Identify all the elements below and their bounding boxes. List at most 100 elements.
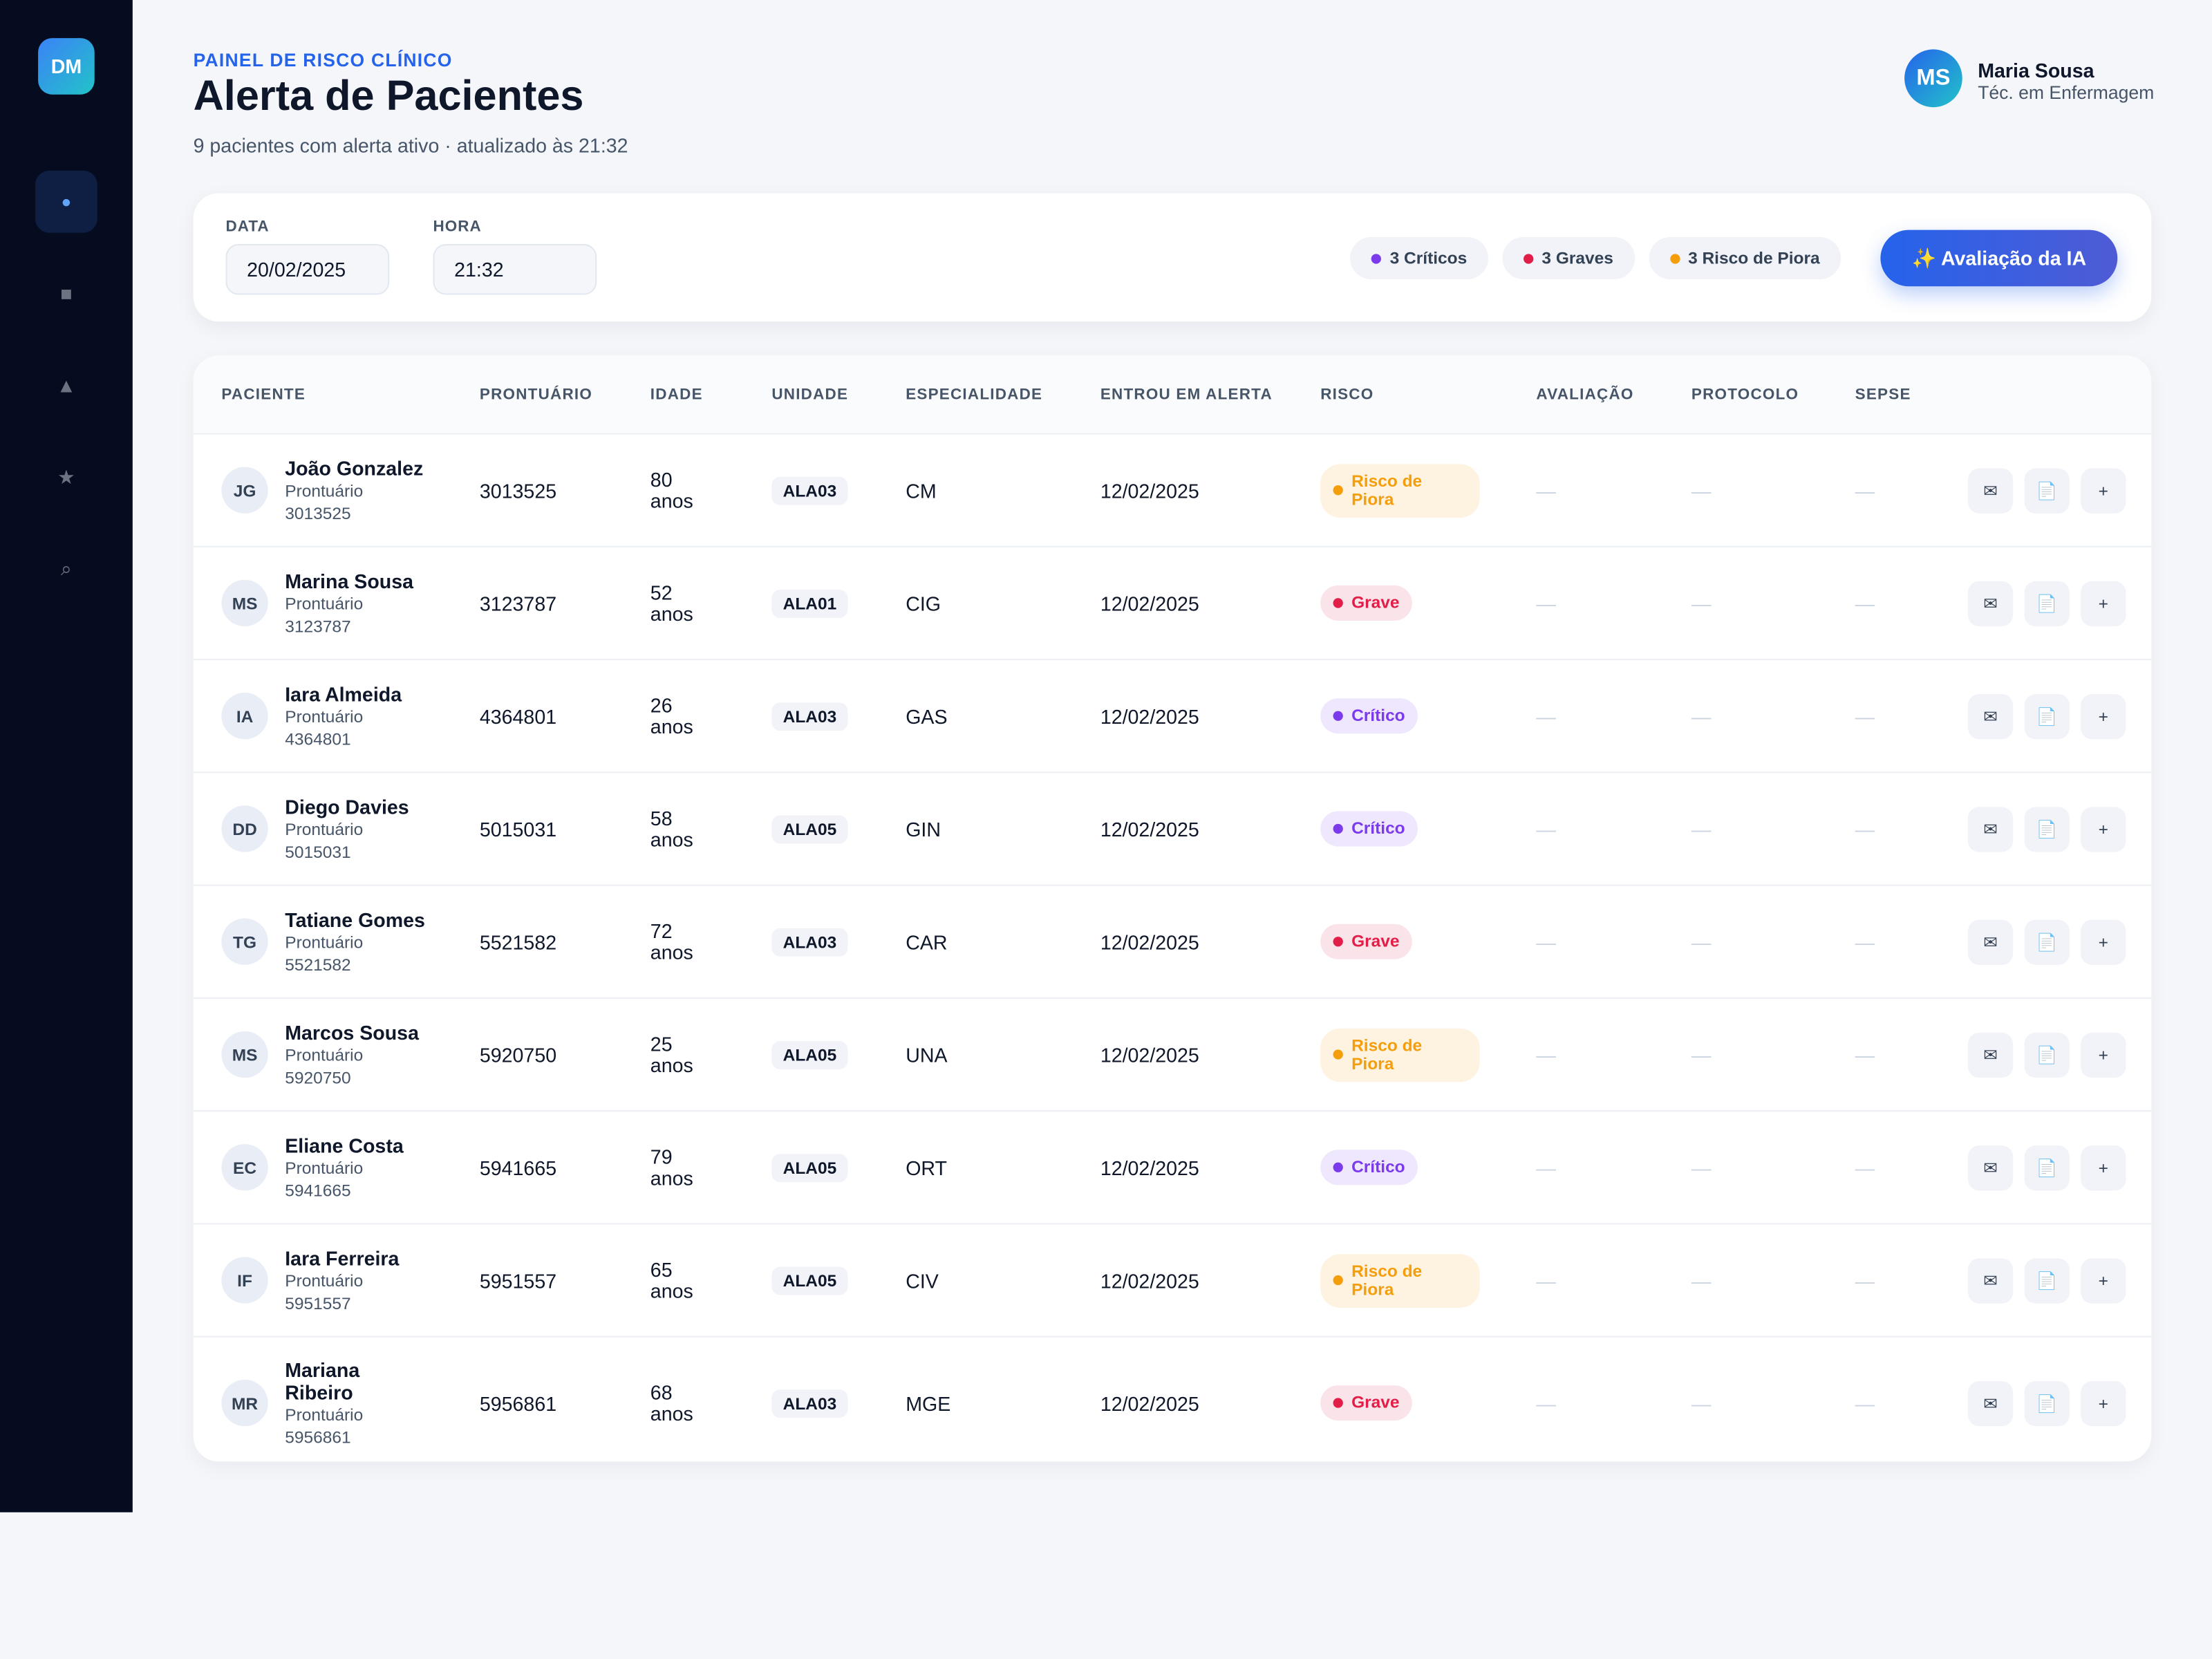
risk-badge: Crítico (1320, 698, 1418, 734)
action-button[interactable]: + (2081, 1031, 2126, 1078)
sepsis: — (1855, 1156, 1875, 1179)
chip-dot (1669, 253, 1680, 263)
action-button[interactable]: ✉ (1967, 693, 2014, 739)
risk-badge: Crítico (1320, 811, 1418, 847)
nav-item[interactable]: ● (35, 170, 97, 233)
chip-dot (1523, 253, 1534, 263)
patient-row[interactable]: EC Eliane Costa Prontuário 5941665 5941665 79… (193, 1112, 2152, 1225)
patient-row[interactable]: MS Marcos Sousa Prontuário 5920750 5920750 25… (193, 999, 2152, 1112)
nav-item[interactable]: ⌕ (60, 556, 72, 579)
action-button[interactable]: ✉ (1967, 580, 2014, 626)
action-button[interactable]: 📄 (2024, 806, 2070, 852)
unit-cell: ALA03 (771, 702, 906, 731)
risk-badge: Risco de Piora (1320, 463, 1480, 517)
patient-row[interactable]: IF Iara Ferreira Prontuário 5951557 5951557 6… (193, 1224, 2152, 1338)
patient-row[interactable]: IA Iara Almeida Prontuário 4364801 4364801 26… (193, 660, 2152, 774)
action-button[interactable]: ✉ (1967, 1031, 2014, 1078)
action-button[interactable]: ✉ (1967, 467, 2014, 513)
patient-initials: EC (221, 1144, 268, 1191)
patient-initials: DD (221, 805, 268, 852)
nav-item[interactable]: ■ (60, 282, 73, 305)
column-header: ENTROU EM ALERTA (1100, 386, 1273, 403)
logo: DM (38, 38, 95, 95)
action-button[interactable]: ✉ (1967, 919, 2014, 964)
filter: HORA 21:32 (433, 218, 597, 295)
action-button[interactable]: ✉ (1967, 806, 2014, 852)
specialty: CIV (906, 1268, 939, 1292)
risk-text: Grave (1351, 930, 1400, 951)
patient-initials: JG (221, 467, 268, 514)
action-button[interactable]: + (2081, 1145, 2126, 1190)
alert-date: 12/02/2025 (1100, 592, 1199, 615)
action-button[interactable]: ✉ (1967, 1257, 2014, 1303)
protocol: — (1691, 817, 1712, 841)
action-button[interactable]: 📄 (2024, 919, 2070, 964)
action-button[interactable]: + (2081, 1380, 2126, 1426)
age: 58 anos (650, 806, 693, 850)
status-chip[interactable]: 3 Graves (1502, 236, 1635, 280)
column-header: ESPECIALIDADE (906, 386, 1043, 403)
unit-cell: ALA05 (771, 1266, 906, 1295)
action-button[interactable]: + (2081, 1257, 2126, 1303)
unit-cell: ALA03 (771, 476, 906, 505)
risk-text: Crítico (1351, 1156, 1405, 1177)
patient-cell: TG Tatiane Gomes Prontuário 5521582 (221, 908, 479, 975)
sepsis: — (1855, 1268, 1875, 1292)
action-button[interactable]: 📄 (2024, 467, 2070, 513)
patient-row[interactable]: MR Mariana Ribeiro Prontuário 5956861 595686… (194, 1338, 2152, 1462)
filter-bar: 3 Críticos 3 Graves 3 Risco de Piora ✨ Ava… (193, 193, 2152, 322)
patient-row[interactable]: MS Marina Sousa Prontuário 3123787 3123787 52… (193, 547, 2152, 661)
patient-row[interactable]: TG Tatiane Gomes Prontuário 5521582 5521582 7… (193, 886, 2152, 999)
unit-badge: ALA05 (771, 1153, 848, 1182)
age: 72 anos (650, 919, 693, 963)
action-button[interactable]: 📄 (2024, 1145, 2070, 1190)
alert-date: 12/02/2025 (1100, 704, 1199, 728)
action-button[interactable]: 📄 (2024, 693, 2070, 739)
action-button[interactable]: + (2081, 806, 2126, 852)
action-button[interactable]: 📄 (2024, 1257, 2070, 1303)
action-button[interactable]: + (2081, 919, 2126, 964)
patient-cell: EC Eliane Costa Prontuário 5941665 (221, 1134, 479, 1201)
action-button[interactable]: 📄 (2024, 580, 2070, 626)
unit-cell: ALA03 (771, 1389, 906, 1417)
user-avatar[interactable]: MS (1904, 49, 1962, 108)
action-button[interactable]: ✉ (1967, 1380, 2014, 1426)
protocol: — (1691, 1043, 1712, 1066)
specialty: GIN (906, 817, 941, 841)
risk-text: Grave (1351, 1392, 1400, 1412)
patient-initials: MR (221, 1379, 268, 1427)
alert-date: 12/02/2025 (1100, 817, 1199, 841)
filter-input[interactable]: 21:32 (433, 244, 597, 295)
action-button[interactable]: + (2081, 467, 2126, 513)
status-chip[interactable]: 3 Críticos (1350, 236, 1488, 280)
patient-info: Iara Almeida Prontuário 4364801 (285, 682, 426, 750)
patient-row[interactable]: JG João Gonzalez Prontuário 3013525 3013525 8… (193, 435, 2152, 547)
status-chip[interactable]: 3 Risco de Piora (1648, 236, 1841, 280)
sepsis: — (1855, 592, 1875, 615)
row-actions: ✉ 📄 + (1967, 580, 2126, 626)
record: 3123787 (479, 592, 557, 615)
action-button[interactable]: + (2081, 693, 2126, 739)
specialty: MGE (906, 1391, 951, 1414)
unit-cell: ALA05 (771, 814, 906, 843)
patient-info: Diego Davies Prontuário 5015031 (285, 795, 426, 863)
action-button[interactable]: 📄 (2024, 1380, 2070, 1426)
specialty: ORT (906, 1156, 948, 1179)
nav-item[interactable]: ★ (57, 465, 75, 488)
protocol: — (1691, 478, 1712, 502)
alert-date: 12/02/2025 (1100, 1043, 1199, 1066)
action-button[interactable]: 📄 (2024, 1031, 2070, 1078)
specialty: GAS (906, 704, 948, 728)
chip-dot (1371, 253, 1382, 263)
record-label: Prontuário (285, 1404, 364, 1425)
patient-row[interactable]: DD Diego Davies Prontuário 5015031 5015031 58… (193, 773, 2152, 886)
nav-item[interactable]: ▲ (56, 373, 77, 397)
risk-dot (1333, 598, 1343, 608)
patient-initials: TG (221, 918, 268, 965)
risk-cell: Grave (1320, 1385, 1536, 1421)
action-button[interactable]: + (2081, 580, 2126, 626)
filter-input[interactable]: 20/02/2025 (225, 244, 390, 295)
ai-button[interactable]: ✨ Avaliação da IA (1880, 229, 2118, 287)
action-button[interactable]: ✉ (1967, 1145, 2014, 1190)
